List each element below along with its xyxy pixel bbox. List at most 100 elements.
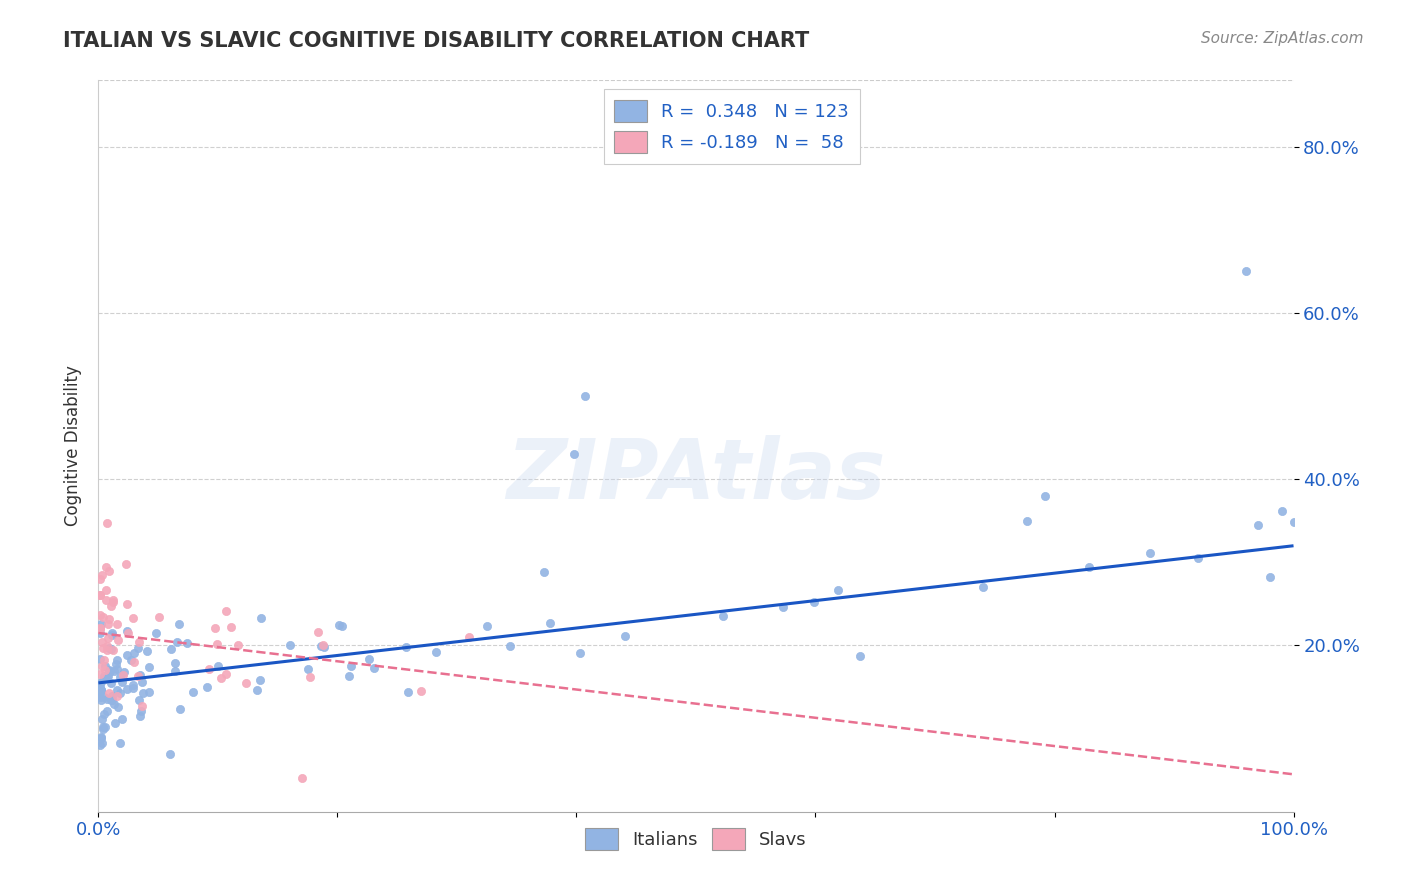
Point bbox=[458, 631, 481, 645]
Point bbox=[246, 683, 269, 698]
Point bbox=[219, 620, 242, 634]
Point bbox=[337, 669, 360, 683]
Point bbox=[104, 715, 127, 730]
Point bbox=[1139, 546, 1161, 560]
Point bbox=[96, 669, 118, 683]
Point bbox=[98, 664, 121, 678]
Point bbox=[91, 641, 114, 656]
Point bbox=[105, 657, 128, 671]
Point bbox=[96, 692, 118, 706]
Point bbox=[89, 685, 111, 699]
Point bbox=[93, 690, 115, 704]
Point bbox=[105, 683, 128, 698]
Point bbox=[115, 557, 138, 571]
Point bbox=[117, 648, 139, 663]
Point bbox=[121, 681, 143, 696]
Point bbox=[107, 689, 129, 703]
Point bbox=[89, 690, 111, 705]
Point bbox=[145, 626, 167, 640]
Point bbox=[1078, 560, 1101, 574]
Point bbox=[107, 632, 129, 647]
Point bbox=[562, 447, 585, 461]
Point bbox=[540, 615, 562, 630]
Point bbox=[215, 667, 238, 681]
Point bbox=[98, 612, 121, 626]
Point bbox=[100, 641, 122, 656]
Point bbox=[90, 634, 112, 648]
Point bbox=[97, 663, 120, 677]
Point bbox=[108, 685, 131, 699]
Point bbox=[90, 730, 112, 744]
Point bbox=[90, 731, 112, 746]
Point bbox=[614, 629, 637, 643]
Point bbox=[176, 636, 198, 650]
Point bbox=[90, 567, 112, 582]
Point bbox=[250, 610, 273, 624]
Point bbox=[398, 685, 420, 699]
Point bbox=[97, 686, 120, 700]
Point bbox=[1187, 550, 1209, 565]
Point bbox=[249, 673, 271, 688]
Point bbox=[122, 646, 145, 660]
Point bbox=[411, 684, 433, 698]
Point bbox=[94, 720, 117, 734]
Point bbox=[103, 697, 125, 711]
Point bbox=[1282, 515, 1305, 529]
Point bbox=[90, 712, 112, 726]
Point bbox=[121, 611, 143, 625]
Point bbox=[93, 720, 115, 734]
Point bbox=[574, 389, 596, 403]
Point bbox=[312, 638, 335, 652]
Point bbox=[93, 673, 115, 688]
Point bbox=[90, 682, 112, 697]
Point bbox=[101, 628, 124, 642]
Point bbox=[105, 653, 128, 667]
Point bbox=[298, 670, 321, 684]
Point bbox=[90, 617, 112, 632]
Point bbox=[848, 649, 870, 664]
Point bbox=[96, 592, 118, 607]
Point bbox=[198, 662, 221, 676]
Point bbox=[475, 618, 498, 632]
Point bbox=[159, 747, 181, 761]
Point bbox=[91, 722, 114, 736]
Point bbox=[204, 621, 226, 635]
Point bbox=[395, 640, 418, 655]
Point bbox=[132, 686, 155, 700]
Point bbox=[89, 621, 111, 635]
Point bbox=[166, 635, 188, 649]
Point bbox=[129, 668, 152, 682]
Point bbox=[93, 669, 115, 683]
Point bbox=[97, 617, 120, 632]
Point bbox=[101, 693, 124, 707]
Point bbox=[115, 597, 138, 611]
Point bbox=[101, 595, 124, 609]
Point bbox=[425, 644, 447, 658]
Point bbox=[96, 642, 118, 657]
Point bbox=[297, 662, 319, 676]
Point bbox=[138, 660, 160, 674]
Point bbox=[96, 704, 118, 718]
Point bbox=[363, 661, 385, 675]
Point bbox=[108, 736, 131, 750]
Text: ZIPAtlas: ZIPAtlas bbox=[506, 434, 886, 516]
Point bbox=[1247, 517, 1270, 532]
Point bbox=[97, 565, 120, 579]
Point bbox=[89, 680, 111, 694]
Legend: Italians, Slavs: Italians, Slavs bbox=[578, 821, 814, 857]
Point bbox=[90, 693, 112, 707]
Point bbox=[499, 640, 522, 654]
Point bbox=[827, 582, 849, 597]
Point bbox=[111, 667, 134, 681]
Point bbox=[89, 588, 111, 602]
Point bbox=[100, 689, 122, 703]
Point bbox=[195, 680, 218, 694]
Point bbox=[111, 712, 134, 726]
Point bbox=[103, 664, 125, 678]
Point bbox=[100, 626, 122, 640]
Point bbox=[226, 638, 249, 652]
Point bbox=[89, 621, 111, 635]
Point bbox=[100, 675, 122, 690]
Point bbox=[93, 663, 115, 677]
Point bbox=[100, 599, 122, 613]
